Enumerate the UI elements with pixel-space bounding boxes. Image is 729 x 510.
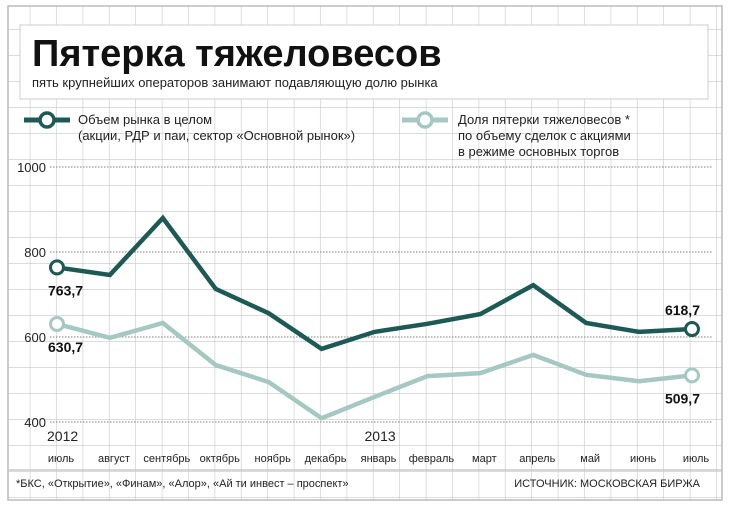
- y-tick-label: 600: [24, 330, 46, 345]
- footnote: *БКС, «Открытие», «Финам», «Алор», «Ай т…: [16, 478, 349, 490]
- data-label-end: 509,7: [665, 390, 700, 406]
- series-endpoint-marker: [684, 321, 700, 338]
- x-tick-label: февраль: [409, 453, 455, 465]
- y-tick-label: 800: [24, 245, 46, 260]
- x-tick-label: июль: [48, 453, 75, 465]
- series-line-1: [56, 214, 693, 352]
- y-axis: 1000 800 600 400: [17, 160, 712, 430]
- series-endpoint-marker: [49, 315, 65, 332]
- legend-label-series2-line2: по объему сделок с акциями: [458, 128, 631, 143]
- x-tick-label: июль: [683, 453, 710, 465]
- legend-label-series1: Объем рынка в целом: [78, 112, 212, 127]
- data-label-start: 763,7: [48, 282, 83, 298]
- series-lines: 630,7 509,7 763,7 618,7: [48, 214, 700, 421]
- source: ИСТОЧНИК: МОСКОВСКАЯ БИРЖА: [514, 478, 700, 490]
- x-tick-label: август: [98, 453, 130, 465]
- x-tick-label: май: [580, 453, 600, 465]
- frame: [7, 5, 723, 501]
- x-tick-label: октябрь: [200, 453, 240, 465]
- x-tick-label: декабрь: [305, 453, 347, 465]
- legend: Объем рынка в целом (акции, РДР и паи, с…: [24, 111, 631, 159]
- legend-marker-series1: [38, 111, 56, 129]
- chart-subtitle: пять крупнейших операторов занимают пода…: [32, 75, 438, 90]
- y-tick-label: 400: [24, 415, 46, 430]
- x-tick-label: ноябрь: [255, 453, 292, 465]
- x-tick-label: март: [472, 453, 497, 465]
- data-label-end: 618,7: [665, 302, 700, 318]
- legend-marker-series2: [416, 111, 434, 129]
- x-tick-label: сентябрь: [143, 453, 190, 465]
- legend-label-series1-line2: (акции, РДР и паи, сектор «Основной рыно…: [78, 128, 355, 143]
- data-label-start: 630,7: [48, 339, 83, 355]
- series-endpoint-marker: [684, 367, 700, 384]
- chart-title: Пятерка тяжеловесов: [32, 33, 442, 75]
- series-endpoint-marker: [49, 259, 65, 276]
- y-tick-label: 1000: [17, 160, 46, 175]
- x-axis: 2012 2013 июль август сентябрь октябрь ноябрь д…: [47, 428, 709, 465]
- x-tick-label: январь: [361, 453, 397, 465]
- legend-label-series2: Доля пятерки тяжеловесов *: [458, 112, 630, 127]
- title-box: [19, 24, 709, 100]
- series-line-2: [56, 320, 693, 421]
- year-label: 2013: [365, 428, 396, 444]
- year-label: 2012: [47, 428, 78, 444]
- legend-label-series2-line3: в режиме основных торгов: [458, 144, 619, 159]
- x-tick-label: апрель: [519, 453, 555, 465]
- x-tick-label: июнь: [630, 453, 656, 465]
